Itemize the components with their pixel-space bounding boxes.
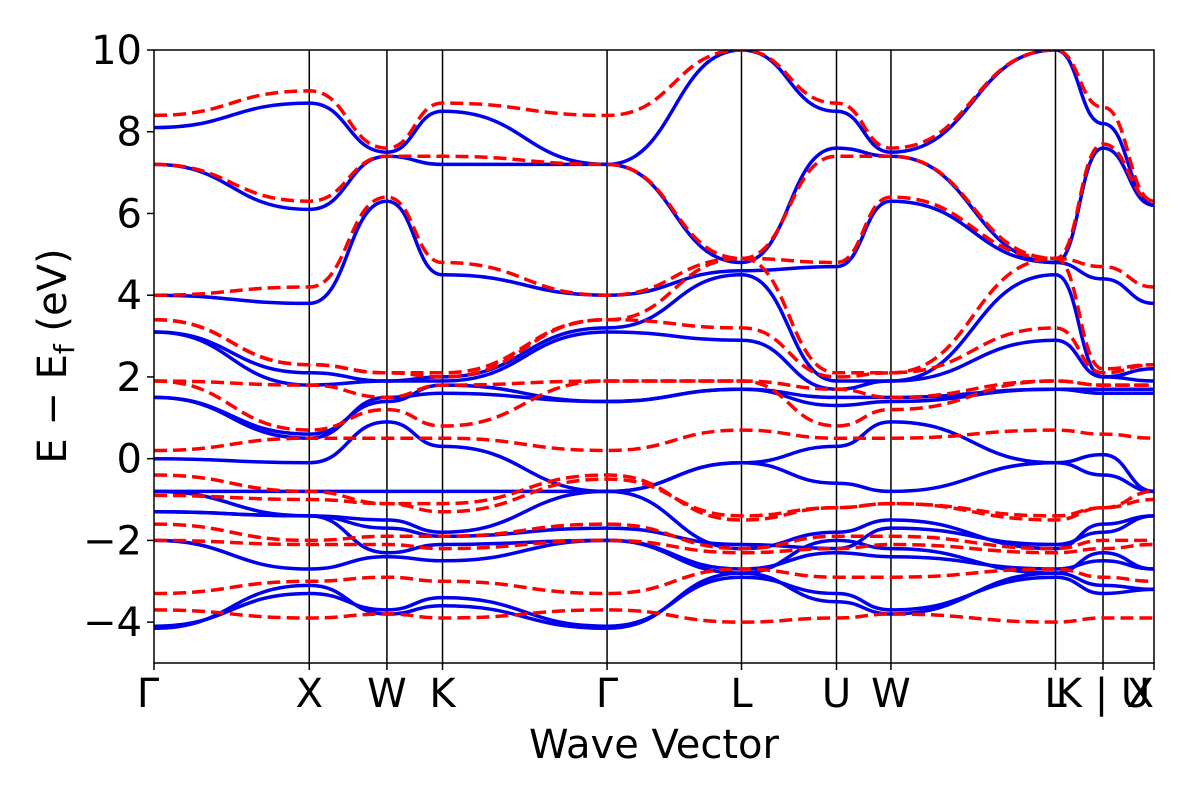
y-axis-label: E − Ef (eV) — [30, 248, 81, 463]
band-line — [154, 575, 1154, 628]
y-tick-label: −4 — [83, 600, 142, 646]
band-line — [154, 428, 1154, 453]
x-tick-label: X — [1127, 671, 1154, 717]
y-tick-label: 2 — [117, 355, 142, 401]
x-tick-label: X — [296, 671, 323, 717]
band-line — [154, 567, 1154, 596]
band-line — [154, 473, 1154, 522]
band-line — [154, 379, 1154, 400]
x-tick-label: L — [1044, 671, 1067, 717]
y-tick-label: 6 — [117, 191, 142, 237]
y-tick-label: 4 — [117, 273, 142, 319]
band-line — [154, 608, 1154, 624]
plot-background — [154, 50, 1154, 663]
y-tick-label: 10 — [91, 28, 142, 74]
x-tick-label: Γ — [596, 671, 619, 717]
series-bands-red — [154, 50, 1154, 624]
x-tick-label: W — [367, 671, 407, 717]
x-tick-label: K | U — [1056, 671, 1150, 717]
x-tick-label: U — [822, 671, 851, 717]
x-tick-label: Γ — [137, 671, 160, 717]
y-axis-label-subscript: f — [48, 343, 81, 354]
kpoint-divider-lines — [308, 50, 1104, 663]
band-series — [154, 50, 1154, 631]
x-axis-label: Wave Vector — [529, 722, 780, 768]
band-line — [154, 142, 1154, 261]
band-line — [154, 510, 1154, 575]
band-line — [154, 330, 1154, 391]
series-bands-blue — [154, 50, 1154, 631]
x-tick-label: L — [730, 671, 753, 717]
x-tick-label: W — [871, 671, 911, 717]
band-line — [154, 522, 1154, 551]
x-tick-label: K — [429, 671, 457, 717]
band-line — [154, 477, 1154, 518]
x-axis-ticks: Γ X W K Γ L U W LK | UX — [137, 663, 1155, 717]
plot-frame — [153, 49, 1155, 664]
band-line — [154, 538, 1154, 555]
y-tick-label: 0 — [117, 437, 142, 483]
band-line — [154, 195, 1154, 297]
y-tick-label: 8 — [117, 110, 142, 156]
y-tick-label: −2 — [83, 518, 142, 564]
y-axis-label-unit: (eV) — [30, 248, 76, 344]
y-axis-ticks: −4 −2 0 2 4 6 8 10 — [83, 28, 154, 646]
y-axis-label-main: E − E — [30, 354, 76, 464]
band-line — [154, 273, 1154, 383]
band-line — [154, 146, 1154, 265]
